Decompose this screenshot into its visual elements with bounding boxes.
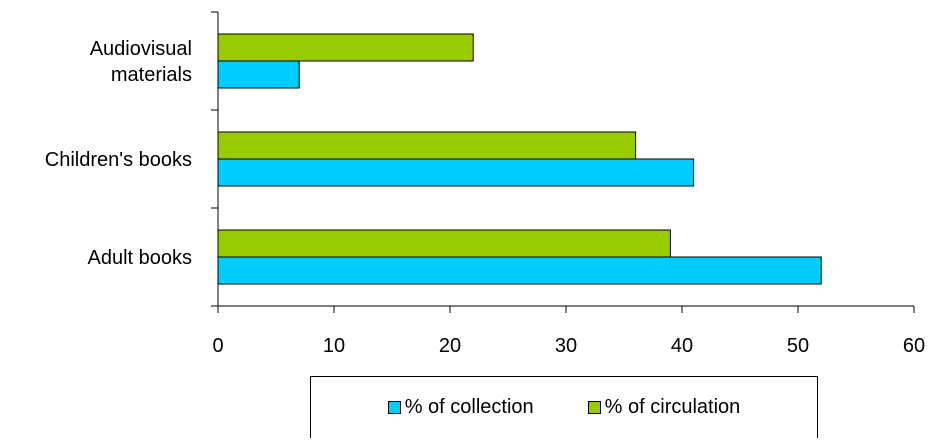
x-tick-label-5: 50 [787,335,809,357]
legend-item-circulation: % of circulation [587,396,741,419]
bar-circulation-2 [217,33,474,62]
bar-collection-2 [217,60,300,89]
bar-collection-0 [217,256,822,285]
x-tick-label-0: 0 [212,335,223,357]
legend-swatch-collection [387,401,401,414]
x-tick-label-2: 20 [439,335,461,357]
legend-label-collection: % of collection [404,396,534,418]
bars-group [217,33,822,285]
bar-circulation-0 [217,229,671,258]
x-tick-label-6: 60 [903,335,925,357]
x-tick-label-4: 40 [671,335,693,357]
category-label-1: Children's books [45,149,192,171]
legend: % of collection % of circulation [310,376,818,438]
category-label-2-line-0: Audiovisual [90,38,192,60]
x-tick-label-3: 30 [555,335,577,357]
labels-group: Adult books Children's books Audiovisual ma… [45,38,925,357]
bar-collection-1 [217,158,695,187]
x-tick-label-1: 10 [323,335,345,357]
axes-group [211,11,915,313]
bar-circulation-1 [217,131,637,160]
legend-label-circulation: % of circulation [604,396,741,418]
legend-item-collection: % of collection [387,396,534,419]
category-label-2-line-1: materials [111,64,192,86]
category-label-0: Adult books [87,247,192,269]
legend-swatch-circulation [587,401,601,414]
